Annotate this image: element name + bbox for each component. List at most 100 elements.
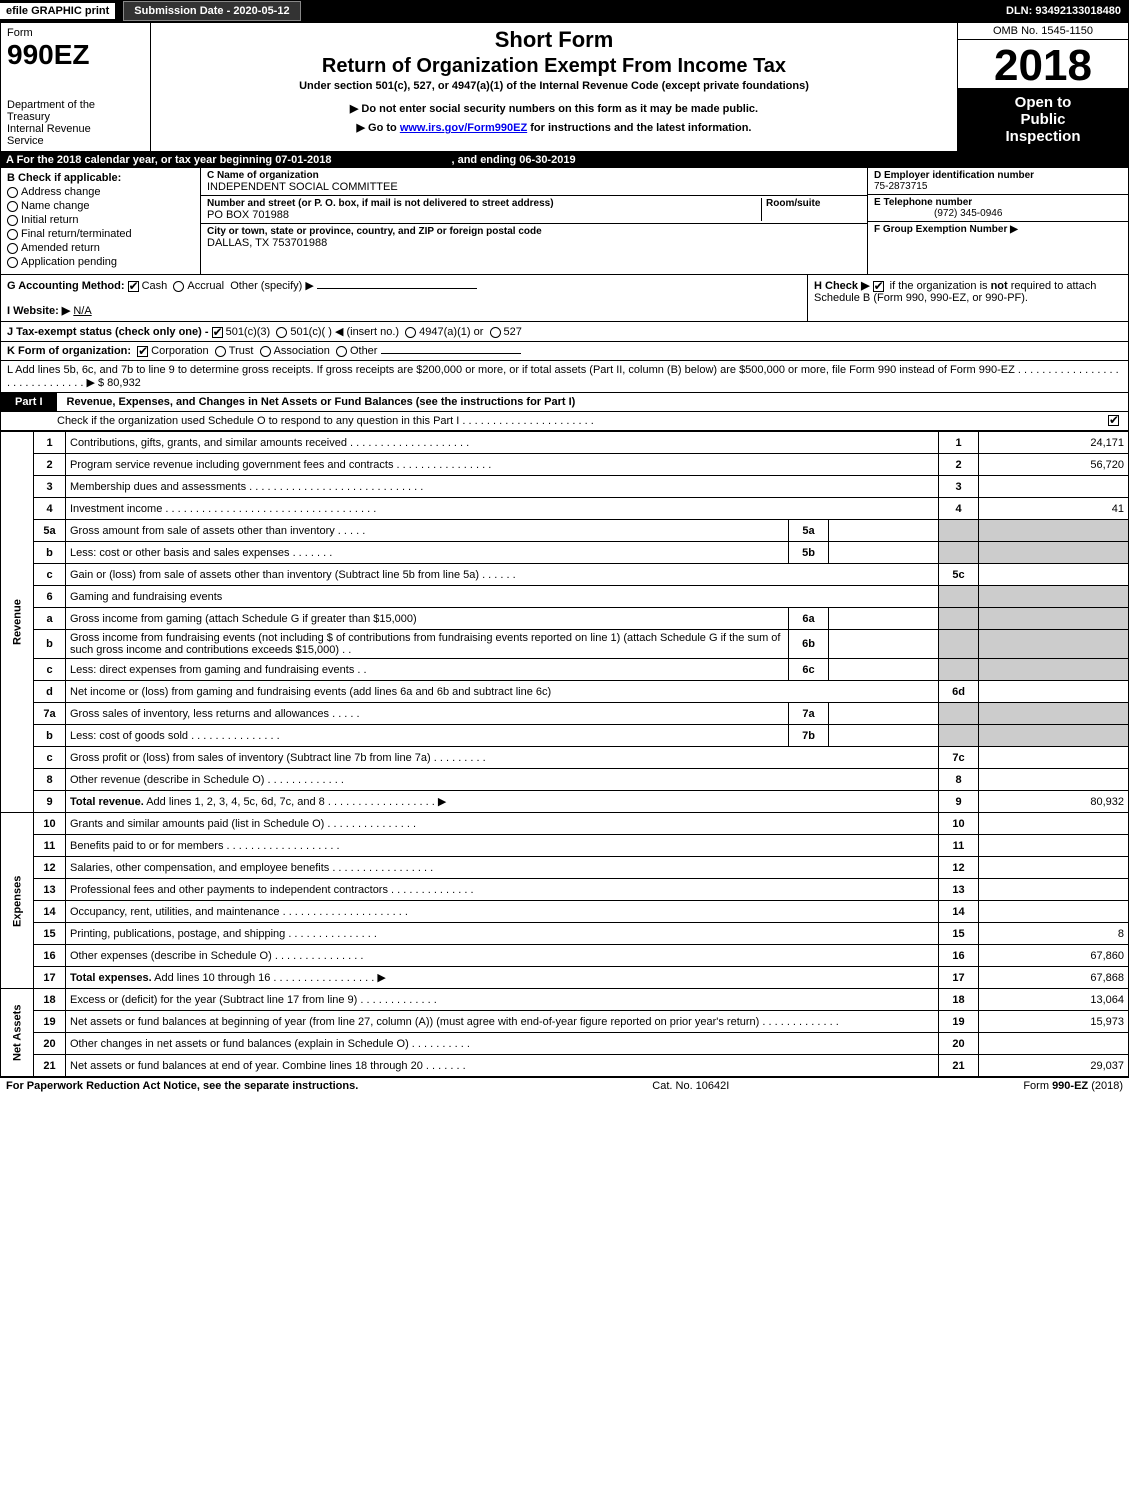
- table-row: Revenue 1 Contributions, gifts, grants, …: [1, 432, 1129, 454]
- chk-cash[interactable]: [128, 281, 139, 292]
- chk-527[interactable]: [490, 327, 501, 338]
- part1-header: Part I Revenue, Expenses, and Changes in…: [0, 393, 1129, 412]
- d-ein-label: D Employer identification number: [874, 170, 1034, 181]
- c-addr-label: Number and street (or P. O. box, if mail…: [207, 198, 554, 209]
- chk-application-pending[interactable]: Application pending: [7, 256, 194, 268]
- footer-cat: Cat. No. 10642I: [652, 1080, 729, 1092]
- val-line4: 41: [979, 498, 1129, 520]
- table-row: 12 Salaries, other compensation, and emp…: [1, 857, 1129, 879]
- table-row: a Gross income from gaming (attach Sched…: [1, 608, 1129, 630]
- tel-value: (972) 345-0946: [874, 208, 1002, 219]
- instructions-link[interactable]: www.irs.gov/Form990EZ: [400, 122, 527, 134]
- main-table: Revenue 1 Contributions, gifts, grants, …: [0, 431, 1129, 1077]
- chk-corporation[interactable]: [137, 346, 148, 357]
- open-inspection: Open toPublicInspection: [958, 88, 1128, 151]
- val-line19: 15,973: [979, 1011, 1129, 1033]
- chk-address-change[interactable]: Address change: [7, 186, 194, 198]
- chk-amended-return[interactable]: Amended return: [7, 242, 194, 254]
- table-row: 5a Gross amount from sale of assets othe…: [1, 520, 1129, 542]
- chk-501c[interactable]: [276, 327, 287, 338]
- netassets-side-label: Net Assets: [1, 989, 34, 1077]
- header-center: Short Form Return of Organization Exempt…: [151, 23, 958, 151]
- val-line9: 80,932: [979, 791, 1129, 813]
- table-row: 8 Other revenue (describe in Schedule O)…: [1, 769, 1129, 791]
- table-row: Net Assets 18 Excess or (deficit) for th…: [1, 989, 1129, 1011]
- form-subtitle: Under section 501(c), 527, or 4947(a)(1)…: [159, 80, 949, 92]
- chk-schedule-o[interactable]: [1108, 415, 1119, 426]
- val-line1: 24,171: [979, 432, 1129, 454]
- period-row: A For the 2018 calendar year, or tax yea…: [0, 152, 1129, 168]
- part1-tab: Part I: [1, 393, 57, 411]
- val-line2: 56,720: [979, 454, 1129, 476]
- table-row: 9 Total revenue. Add lines 1, 2, 3, 4, 5…: [1, 791, 1129, 813]
- gh-row: G Accounting Method: Cash Accrual Other …: [0, 275, 1129, 322]
- table-row: 13 Professional fees and other payments …: [1, 879, 1129, 901]
- chk-trust[interactable]: [215, 346, 226, 357]
- short-form-title: Short Form: [159, 27, 949, 53]
- table-row: b Less: cost or other basis and sales ex…: [1, 542, 1129, 564]
- header-right: OMB No. 1545-1150 2018 Open toPublicInsp…: [958, 23, 1128, 151]
- table-row: d Net income or (loss) from gaming and f…: [1, 681, 1129, 703]
- c-city-label: City or town, state or province, country…: [207, 226, 542, 237]
- chk-initial-return[interactable]: Initial return: [7, 214, 194, 226]
- i-label: I Website: ▶: [7, 305, 70, 317]
- dln-label: DLN: 93492133018480: [1006, 5, 1129, 17]
- ein-value: 75-2873715: [874, 181, 927, 192]
- tax-year: 2018: [958, 40, 1128, 88]
- l-gross-receipts: L Add lines 5b, 6c, and 7b to line 9 to …: [0, 361, 1129, 393]
- top-bar: efile GRAPHIC print Submission Date - 20…: [0, 0, 1129, 22]
- room-label: Room/suite: [766, 198, 820, 209]
- omb-number: OMB No. 1545-1150: [958, 23, 1128, 40]
- chk-final-return[interactable]: Final return/terminated: [7, 228, 194, 240]
- l-amount: $ 80,932: [98, 377, 141, 389]
- chk-other[interactable]: [336, 346, 347, 357]
- section-def: D Employer identification number 75-2873…: [868, 168, 1128, 274]
- val-line17: 67,868: [979, 967, 1129, 989]
- page-footer: For Paperwork Reduction Act Notice, see …: [0, 1077, 1129, 1094]
- section-c: C Name of organization INDEPENDENT SOCIA…: [201, 168, 868, 274]
- period-begin: A For the 2018 calendar year, or tax yea…: [6, 154, 331, 166]
- table-row: 17 Total expenses. Add lines 10 through …: [1, 967, 1129, 989]
- val-line15: 8: [979, 923, 1129, 945]
- footer-left: For Paperwork Reduction Act Notice, see …: [6, 1080, 358, 1092]
- chk-association[interactable]: [260, 346, 271, 357]
- table-row: 14 Occupancy, rent, utilities, and maint…: [1, 901, 1129, 923]
- org-name: INDEPENDENT SOCIAL COMMITTEE: [207, 181, 398, 193]
- period-end: , and ending 06-30-2019: [451, 154, 575, 166]
- note2-pre: ▶ Go to: [357, 122, 400, 134]
- table-row: 3 Membership dues and assessments . . . …: [1, 476, 1129, 498]
- chk-4947[interactable]: [405, 327, 416, 338]
- chk-501c3[interactable]: [212, 327, 223, 338]
- g-accounting: G Accounting Method: Cash Accrual Other …: [1, 275, 808, 321]
- table-row: 21 Net assets or fund balances at end of…: [1, 1055, 1129, 1077]
- footer-form: Form 990-EZ (2018): [1023, 1080, 1123, 1092]
- org-address: PO BOX 701988: [207, 209, 289, 221]
- form-title: Return of Organization Exempt From Incom…: [159, 55, 949, 78]
- part1-title: Revenue, Expenses, and Changes in Net As…: [57, 396, 576, 408]
- table-row: c Less: direct expenses from gaming and …: [1, 659, 1129, 681]
- form-number: 990EZ: [7, 39, 144, 71]
- h-schedule-b: H Check ▶ if the organization is not req…: [808, 275, 1128, 321]
- chk-name-change[interactable]: Name change: [7, 200, 194, 212]
- b-label: B Check if applicable:: [7, 172, 194, 184]
- table-row: Expenses 10 Grants and similar amounts p…: [1, 813, 1129, 835]
- table-row: b Less: cost of goods sold . . . . . . .…: [1, 725, 1129, 747]
- efile-label: efile GRAPHIC print: [0, 3, 115, 19]
- k-form-org: K Form of organization: Corporation Trus…: [0, 342, 1129, 361]
- table-row: 2 Program service revenue including gove…: [1, 454, 1129, 476]
- table-row: 7a Gross sales of inventory, less return…: [1, 703, 1129, 725]
- e-tel-label: E Telephone number: [874, 197, 972, 208]
- revenue-side-label: Revenue: [1, 432, 34, 813]
- chk-schedule-b[interactable]: [873, 281, 884, 292]
- j-tax-exempt: J Tax-exempt status (check only one) - 5…: [0, 322, 1129, 342]
- form-header: Form 990EZ Department of theTreasuryInte…: [0, 22, 1129, 152]
- val-line18: 13,064: [979, 989, 1129, 1011]
- table-row: c Gain or (loss) from sale of assets oth…: [1, 564, 1129, 586]
- chk-accrual[interactable]: [173, 281, 184, 292]
- department-label: Department of theTreasuryInternal Revenu…: [7, 99, 144, 147]
- website-value: N/A: [73, 305, 91, 317]
- table-row: 16 Other expenses (describe in Schedule …: [1, 945, 1129, 967]
- val-line21: 29,037: [979, 1055, 1129, 1077]
- section-b: B Check if applicable: Address change Na…: [1, 168, 201, 274]
- public-warning: ▶ Do not enter social security numbers o…: [159, 102, 949, 115]
